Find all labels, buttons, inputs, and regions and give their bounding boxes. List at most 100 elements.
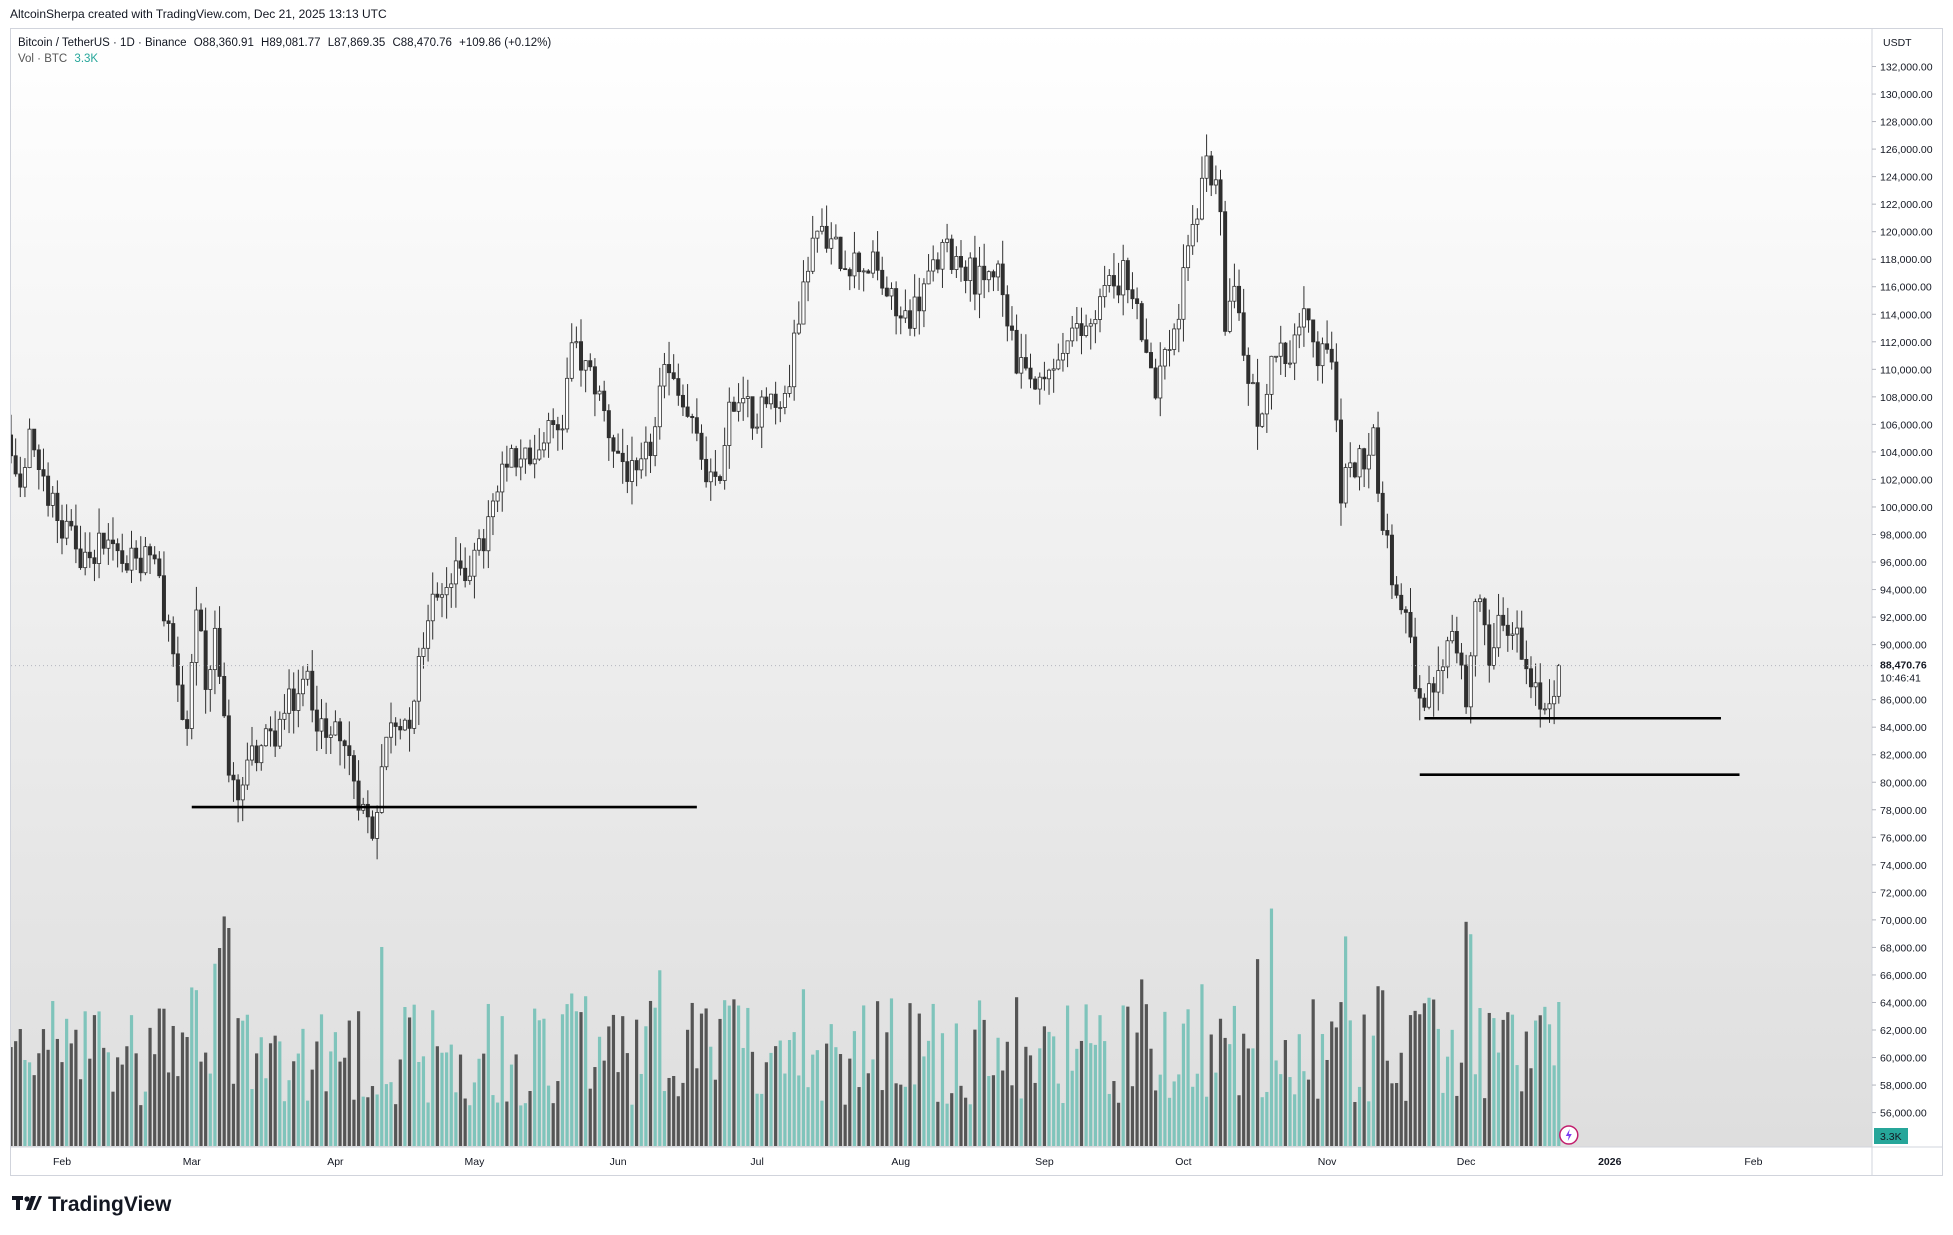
volume-bar bbox=[940, 1033, 945, 1146]
volume-bar bbox=[1112, 1081, 1116, 1146]
candle-body bbox=[1343, 467, 1348, 504]
candle-body bbox=[1186, 245, 1191, 269]
price-tick-label: 92,000.00 bbox=[1880, 612, 1927, 624]
tradingview-logo[interactable]: TradingView bbox=[12, 1193, 171, 1217]
price-tick-label: 100,000.00 bbox=[1880, 502, 1933, 514]
volume-bar bbox=[310, 1069, 314, 1146]
volume-bar bbox=[1065, 1005, 1070, 1146]
symbol-label[interactable]: Bitcoin / TetherUS · 1D · Binance bbox=[18, 37, 187, 49]
volume-bar bbox=[616, 1072, 620, 1146]
volume-bar bbox=[1010, 1085, 1014, 1146]
volume-bar bbox=[1381, 990, 1385, 1146]
volume-bar bbox=[607, 1026, 611, 1146]
candle-body bbox=[806, 270, 811, 283]
volume-bar bbox=[519, 1105, 523, 1146]
candle-body bbox=[161, 575, 166, 622]
candle-body bbox=[73, 525, 78, 550]
candle-body bbox=[894, 288, 899, 317]
candle-body bbox=[750, 396, 755, 429]
candle-body bbox=[1399, 594, 1404, 611]
candle-body bbox=[1232, 285, 1237, 302]
volume-bar bbox=[945, 1103, 949, 1146]
chart-frame[interactable]: 132,000.00 130,000.00 128,000.00 126,000.00… bbox=[10, 28, 1943, 1176]
candle-body bbox=[773, 393, 778, 408]
candle-body bbox=[185, 719, 190, 729]
volume-bar bbox=[255, 1053, 259, 1146]
volume-bar bbox=[662, 1091, 667, 1146]
volume-bar bbox=[190, 987, 194, 1146]
candle-body bbox=[402, 719, 407, 731]
volume-bar bbox=[1436, 1028, 1440, 1146]
candle-body bbox=[639, 458, 644, 471]
volume-bar bbox=[375, 1094, 379, 1146]
candle-body bbox=[222, 676, 227, 717]
candle-body bbox=[917, 296, 922, 312]
volume-bar bbox=[1306, 1079, 1311, 1146]
candle-body bbox=[1301, 308, 1306, 328]
time-tick-label: Oct bbox=[1175, 1156, 1191, 1168]
volume-bar bbox=[514, 1054, 518, 1146]
volume-bar bbox=[973, 1029, 977, 1146]
volume-bar bbox=[755, 1093, 759, 1146]
candle-body bbox=[1380, 492, 1385, 531]
candle-body bbox=[602, 390, 607, 412]
candle-body bbox=[1014, 329, 1019, 374]
volume-bar bbox=[171, 1025, 175, 1146]
candle-body bbox=[1440, 666, 1445, 672]
volume-bar bbox=[597, 1036, 602, 1146]
volume-bar bbox=[208, 1073, 212, 1146]
candle-body bbox=[143, 546, 148, 574]
price-tick-label: 72,000.00 bbox=[1880, 887, 1927, 899]
volume-bar bbox=[741, 1047, 745, 1146]
volume-bar bbox=[1028, 1055, 1033, 1146]
candle-body bbox=[430, 593, 435, 622]
candle-body bbox=[500, 463, 505, 493]
close-value: C88,470.76 bbox=[392, 37, 452, 49]
volume-bar bbox=[764, 1062, 768, 1146]
volume-bar bbox=[908, 1003, 912, 1146]
volume-bar bbox=[866, 1073, 870, 1146]
volume-label[interactable]: Vol · BTC bbox=[18, 53, 68, 65]
price-tick-label: 86,000.00 bbox=[1880, 695, 1927, 707]
candle-body bbox=[1547, 703, 1552, 710]
candle-body bbox=[83, 551, 88, 569]
candle-body bbox=[736, 402, 741, 412]
volume-bar bbox=[1459, 1062, 1464, 1146]
candle-body bbox=[36, 449, 41, 471]
candlestick-chart[interactable]: 132,000.00 130,000.00 128,000.00 126,000.00… bbox=[11, 29, 1942, 1175]
candle-body bbox=[87, 551, 92, 559]
candle-body bbox=[249, 745, 254, 761]
volume-bar bbox=[871, 1059, 875, 1146]
volume-bar bbox=[723, 1000, 727, 1146]
candle-body bbox=[1454, 631, 1459, 654]
volume-bar bbox=[315, 1041, 319, 1146]
volume-bar bbox=[825, 1043, 829, 1146]
volume-bar bbox=[1283, 1040, 1287, 1146]
candle-body bbox=[13, 455, 18, 475]
candle-body bbox=[1538, 682, 1543, 710]
candle-body bbox=[1320, 343, 1325, 367]
candle-body bbox=[1056, 359, 1061, 370]
candle-body bbox=[1464, 664, 1469, 708]
candle-body bbox=[1037, 376, 1042, 390]
currency-label[interactable]: USDT bbox=[1883, 37, 1912, 49]
volume-bar bbox=[815, 1050, 819, 1146]
candle-body bbox=[27, 428, 32, 468]
candle-body bbox=[1190, 224, 1195, 247]
volume-bar bbox=[570, 993, 574, 1146]
volume-bar bbox=[222, 916, 226, 1146]
candle-body bbox=[838, 236, 843, 270]
candle-body bbox=[963, 266, 968, 282]
volume-bar bbox=[857, 1087, 861, 1146]
volume-bar bbox=[1334, 1027, 1338, 1146]
candle-body bbox=[1528, 668, 1533, 688]
candle-body bbox=[1487, 624, 1492, 666]
candle-body bbox=[1070, 327, 1075, 342]
candle-body bbox=[958, 256, 963, 268]
candle-body bbox=[1278, 342, 1283, 357]
candle-body bbox=[1329, 348, 1334, 363]
candle-body bbox=[245, 759, 250, 786]
volume-bar bbox=[977, 1000, 982, 1146]
candle-body bbox=[300, 678, 305, 695]
candle-body bbox=[92, 557, 97, 564]
